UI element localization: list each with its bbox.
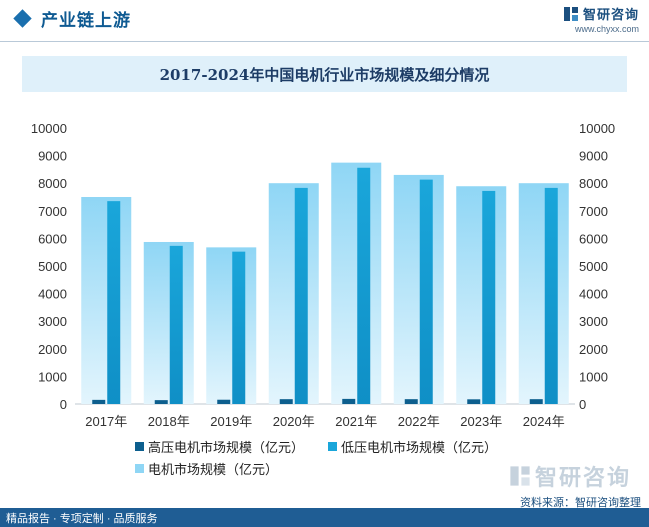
legend-swatch-high-voltage xyxy=(135,442,144,451)
brand-name: 智研咨询 xyxy=(582,7,639,22)
bar-high-voltage-5 xyxy=(404,399,418,404)
legend-swatch-low-voltage xyxy=(328,442,337,451)
y-tick-left-0: 0 xyxy=(60,397,67,412)
bar-chart: 0 0 1000 1000 2000 2000 3000 3000 4000 4000 5000 50… xyxy=(31,121,615,429)
legend-item-low-voltage: 低压电机市场规模（亿元） xyxy=(328,437,497,456)
legend-label-low-voltage: 低压电机市场规模（亿元） xyxy=(341,440,498,455)
legend-item-total: 电机市场规模（亿元） xyxy=(135,459,278,478)
source-note: 资料来源：智研咨询整理 xyxy=(520,497,641,509)
bar-low-voltage-0 xyxy=(107,201,121,404)
bar-low-voltage-7 xyxy=(544,187,558,404)
x-tick-6: 2023年 xyxy=(460,414,502,429)
y-tick-left-10: 10000 xyxy=(31,121,67,136)
y-tick-right-3: 3000 xyxy=(579,314,608,329)
brand-url: www.chyxx.com xyxy=(574,24,639,34)
bar-low-voltage-4 xyxy=(357,167,371,404)
bar-total-7 xyxy=(518,183,569,404)
diamond-icon xyxy=(13,8,32,28)
bar-high-voltage-3 xyxy=(279,399,293,404)
y-tick-left-9: 9000 xyxy=(38,149,67,164)
footer-text: 精品报告 · 专项定制 · 品质服务 xyxy=(6,512,158,525)
bar-total-4 xyxy=(331,162,382,404)
legend-label-total: 电机市场规模（亿元） xyxy=(148,462,279,477)
x-tick-2: 2019年 xyxy=(210,414,252,429)
y-tick-left-3: 3000 xyxy=(38,314,67,329)
section-title: 产业链上游 xyxy=(41,10,131,31)
bottom-brand-logo: 智研咨询 xyxy=(509,460,631,492)
x-tick-3: 2020年 xyxy=(273,414,315,429)
brand-logo-icon xyxy=(563,6,578,21)
y-tick-right-8: 8000 xyxy=(579,176,608,191)
bar-low-voltage-3 xyxy=(294,187,308,404)
bar-low-voltage-1 xyxy=(169,245,183,404)
header-divider xyxy=(0,41,649,42)
y-tick-right-9: 9000 xyxy=(579,149,608,164)
y-tick-left-1: 1000 xyxy=(38,369,67,384)
y-tick-right-5: 5000 xyxy=(579,259,608,274)
brand-logo-block: 智研咨询 www.chyxx.com xyxy=(563,4,639,34)
bar-low-voltage-5 xyxy=(419,179,433,404)
bar-high-voltage-7 xyxy=(529,399,543,404)
bar-low-voltage-2 xyxy=(232,251,246,404)
y-tick-left-8: 8000 xyxy=(38,176,67,191)
bar-total-1 xyxy=(143,241,194,404)
y-tick-right-10: 10000 xyxy=(579,121,615,136)
y-tick-right-2: 2000 xyxy=(579,342,608,357)
bar-total-5 xyxy=(393,174,444,404)
bottom-logo-icon xyxy=(510,466,530,486)
chart-title-bar: 2017-2024年中国电机行业市场规模及细分情况 xyxy=(22,56,627,92)
y-tick-right-7: 7000 xyxy=(579,204,608,219)
y-tick-left-4: 4000 xyxy=(38,287,67,302)
y-tick-left-6: 6000 xyxy=(38,231,67,246)
bar-low-voltage-6 xyxy=(482,190,496,404)
y-tick-right-4: 4000 xyxy=(579,287,608,302)
bar-total-2 xyxy=(206,247,257,404)
section-header: 产业链上游 xyxy=(0,0,649,36)
chart-title: 2017-2024年中国电机行业市场规模及细分情况 xyxy=(159,65,490,84)
footer-bar: 精品报告 · 专项定制 · 品质服务 xyxy=(0,508,649,527)
bar-total-0 xyxy=(81,197,132,404)
bar-total-3 xyxy=(268,183,319,404)
bar-high-voltage-0 xyxy=(92,399,106,404)
y-tick-right-6: 6000 xyxy=(579,231,608,246)
x-tick-0: 2017年 xyxy=(85,414,127,429)
bar-high-voltage-6 xyxy=(467,399,481,404)
bar-high-voltage-1 xyxy=(154,400,168,404)
bar-total-6 xyxy=(456,186,507,404)
y-tick-right-1: 1000 xyxy=(579,369,608,384)
legend-label-high-voltage: 高压电机市场规模（亿元） xyxy=(148,440,305,455)
x-tick-1: 2018年 xyxy=(148,414,190,429)
legend-swatch-total xyxy=(135,464,144,473)
y-tick-left-2: 2000 xyxy=(38,342,67,357)
bar-high-voltage-4 xyxy=(342,398,356,404)
bottom-brand-name: 智研咨询 xyxy=(534,465,631,490)
x-tick-5: 2022年 xyxy=(398,414,440,429)
x-tick-4: 2021年 xyxy=(335,414,377,429)
y-tick-left-5: 5000 xyxy=(38,259,67,274)
y-tick-right-0: 0 xyxy=(579,397,586,412)
x-tick-7: 2024年 xyxy=(523,414,565,429)
legend-item-high-voltage: 高压电机市场规模（亿元） xyxy=(135,437,304,456)
y-tick-left-7: 7000 xyxy=(38,204,67,219)
bar-high-voltage-2 xyxy=(217,399,231,404)
